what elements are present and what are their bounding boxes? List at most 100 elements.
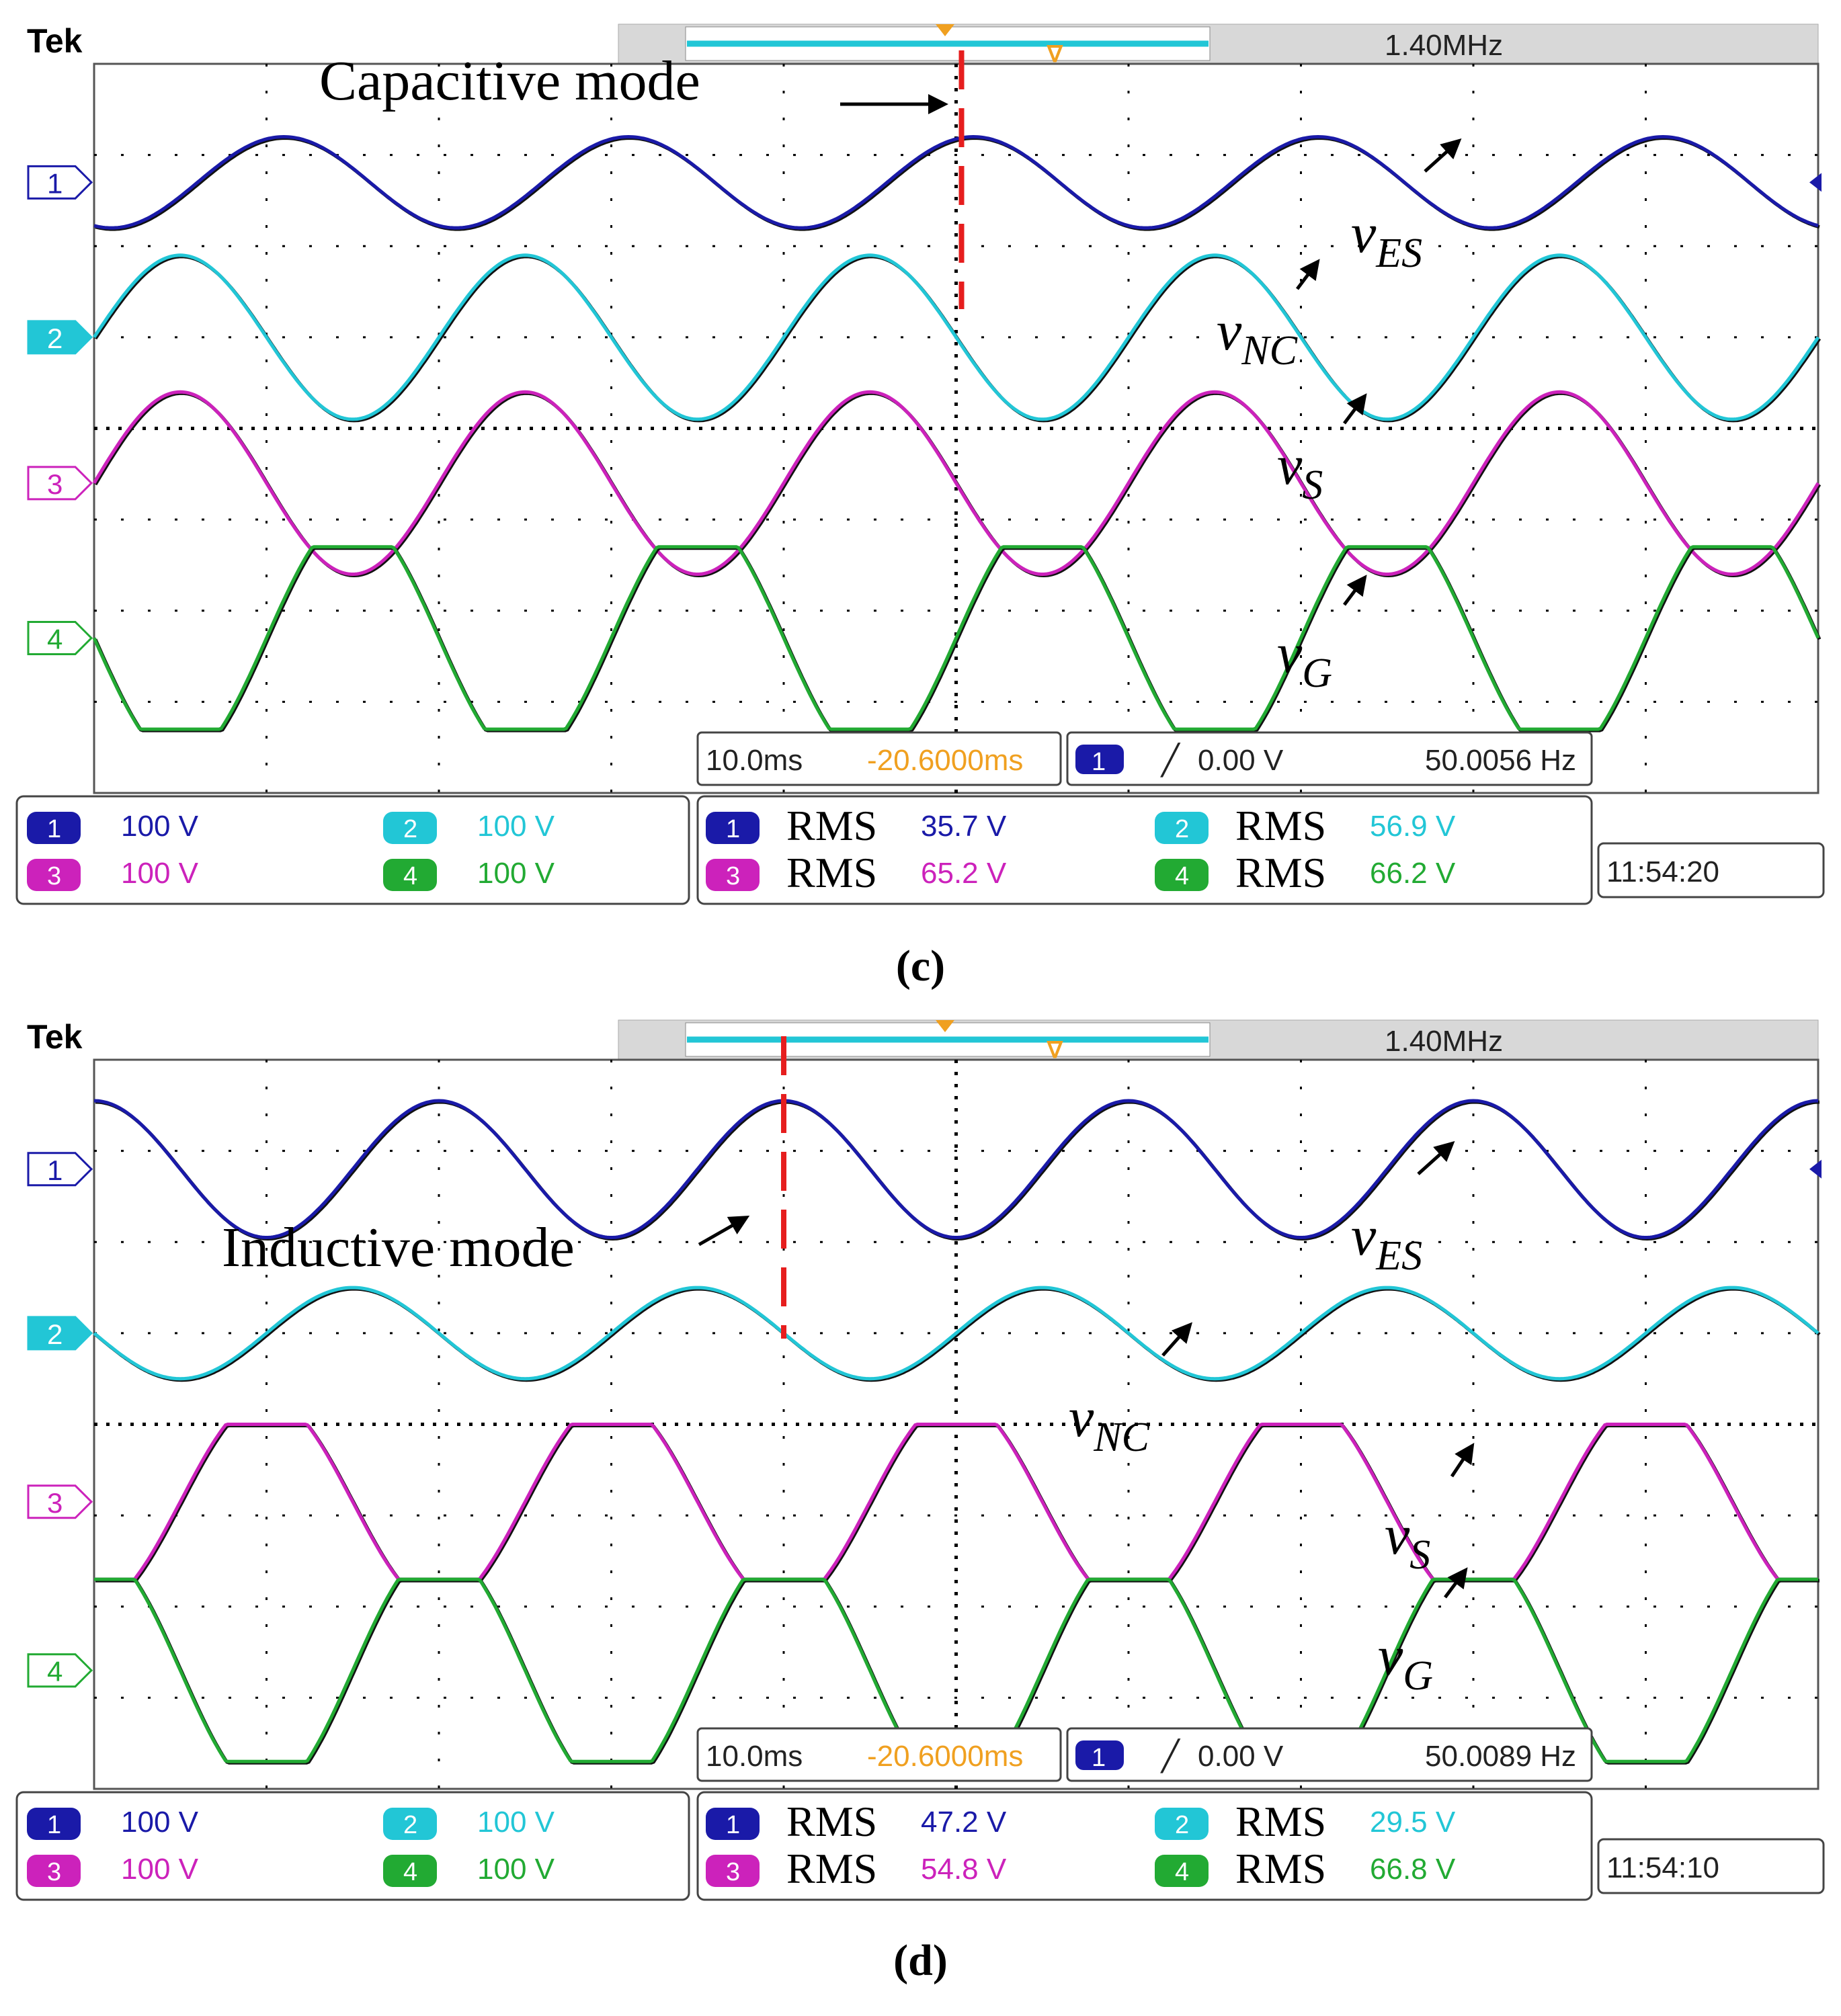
- measure-type-3: RMS: [786, 1845, 877, 1892]
- bandwidth-label: 1.40MHz: [1385, 1025, 1503, 1058]
- trigger-level-marker: [1809, 173, 1822, 192]
- trace-label-es: vES: [1351, 1205, 1422, 1279]
- time-per-div: 10.0ms: [706, 1740, 803, 1773]
- trace-label-main: v: [1217, 300, 1242, 362]
- measure-type-2: RMS: [1235, 1798, 1326, 1845]
- clock-box: [1597, 1838, 1825, 1894]
- scale-value-4: 100 V: [477, 1853, 555, 1886]
- trace-label-arrow: [1343, 393, 1367, 425]
- clock-time: 11:54:20: [1606, 855, 1719, 888]
- measure-value-1: 35.7 V: [921, 810, 1007, 843]
- trace-label-subscript: S: [1302, 462, 1323, 508]
- scale-channel-4: 4: [403, 862, 417, 890]
- channel-marker-3: [27, 1484, 93, 1519]
- measure-value-3: 54.8 V: [921, 1853, 1007, 1886]
- trace-2: [93, 1286, 1819, 1381]
- channel-marker-label-1: 1: [47, 167, 63, 199]
- trace-label-arrow: [1444, 1567, 1468, 1599]
- trace-1: [93, 134, 1819, 230]
- mode-annotation-arrow: [698, 1216, 750, 1247]
- scale-value-4: 100 V: [477, 857, 555, 890]
- channel-marker-label-3: 3: [47, 468, 63, 500]
- measure-channel-3: 3: [726, 862, 740, 890]
- horizontal-position: -20.6000ms: [867, 744, 1023, 777]
- trace-label-s: vS: [1385, 1504, 1430, 1578]
- trace-3: [94, 1423, 1818, 1581]
- measure-channel-badge-3: [706, 1855, 760, 1887]
- scale-channel-1: 1: [47, 815, 61, 843]
- measure-channel-badge-2: [1155, 812, 1209, 844]
- trace-label-arrow: [1161, 1322, 1192, 1357]
- measure-type-2: RMS: [1235, 802, 1326, 849]
- time-per-div: 10.0ms: [706, 744, 803, 777]
- trigger-level: 0.00 V: [1198, 1740, 1284, 1773]
- measure-value-4: 66.2 V: [1370, 857, 1456, 890]
- trace-2: [92, 253, 1820, 421]
- channel-marker-2: [27, 1316, 93, 1351]
- trigger-slope-icon: ╱: [1160, 743, 1181, 778]
- trigger-position-marker: [936, 24, 954, 36]
- trace-label-subscript: ES: [1375, 1233, 1422, 1279]
- measure-value-1: 47.2 V: [921, 1806, 1007, 1839]
- trace-label-subscript: S: [1409, 1532, 1430, 1578]
- measure-channel-1: 1: [726, 1811, 740, 1839]
- scale-channel-badge-2: [383, 812, 437, 844]
- scale-channel-badge-3: [27, 859, 81, 891]
- trigger-frequency: 50.0056 Hz: [1425, 744, 1576, 777]
- trace-label-arrow: [1424, 138, 1462, 173]
- measurement-box: [696, 795, 1593, 905]
- measure-channel-badge-2: [1155, 1808, 1209, 1840]
- trace-label-main: v: [1069, 1386, 1094, 1449]
- clock-time: 11:54:10: [1606, 1851, 1719, 1884]
- trace-label-arrow: [1417, 1140, 1455, 1175]
- measure-type-4: RMS: [1235, 1845, 1326, 1892]
- scale-channel-1: 1: [47, 1811, 61, 1839]
- scale-value-2: 100 V: [477, 810, 555, 843]
- measure-value-3: 65.2 V: [921, 857, 1007, 890]
- channel-marker-4: [27, 1653, 93, 1688]
- trigger-channel-badge: [1075, 745, 1124, 774]
- horizontal-position: -20.6000ms: [867, 1740, 1023, 1773]
- channel-marker-label-4: 4: [47, 623, 63, 655]
- trace-label-subscript: ES: [1375, 230, 1422, 276]
- trace-label-arrow: [1296, 259, 1320, 290]
- brand-label: Tek: [27, 1018, 83, 1056]
- scale-value-1: 100 V: [121, 1806, 199, 1839]
- trace-1: [93, 1099, 1819, 1240]
- scale-channel-badge-1: [27, 1808, 81, 1840]
- trigger-frequency: 50.0089 Hz: [1425, 1740, 1576, 1773]
- measure-value-4: 66.8 V: [1370, 1853, 1456, 1886]
- trace-label-arrow: [1343, 575, 1367, 606]
- trigger-position-marker: [936, 1020, 954, 1032]
- channel-marker-4: [27, 620, 93, 655]
- measure-channel-4: 4: [1175, 862, 1189, 890]
- trace-label-main: v: [1351, 1205, 1377, 1267]
- caption-d: (d): [893, 1936, 948, 1985]
- measure-channel-badge-3: [706, 859, 760, 891]
- trace-label-es: vES: [1351, 202, 1422, 276]
- trigger-box: [1066, 1727, 1593, 1782]
- trigger-level: 0.00 V: [1198, 744, 1284, 777]
- channel-marker-3: [27, 466, 93, 501]
- scale-channel-4: 4: [403, 1858, 417, 1886]
- trace-3: [92, 390, 1820, 577]
- channel-marker-label-4: 4: [47, 1656, 63, 1687]
- measure-channel-badge-4: [1155, 1855, 1209, 1887]
- measure-channel-4: 4: [1175, 1858, 1189, 1886]
- trigger-channel-badge: [1075, 1740, 1124, 1770]
- trace-label-arrow: [1450, 1443, 1475, 1478]
- caption-c: (c): [895, 941, 946, 991]
- scale-channel-badge-4: [383, 859, 437, 891]
- trace-label-subscript: NC: [1093, 1415, 1149, 1460]
- vertical-scale-box: [15, 795, 690, 905]
- scale-value-3: 100 V: [121, 857, 199, 890]
- scale-channel-badge-3: [27, 1855, 81, 1887]
- trace-label-g: vG: [1378, 1625, 1433, 1699]
- channel-marker-label-1: 1: [47, 1154, 63, 1186]
- measure-channel-badge-4: [1155, 859, 1209, 891]
- trace-label-nc: vNC: [1069, 1386, 1150, 1460]
- measure-type-4: RMS: [1235, 849, 1326, 896]
